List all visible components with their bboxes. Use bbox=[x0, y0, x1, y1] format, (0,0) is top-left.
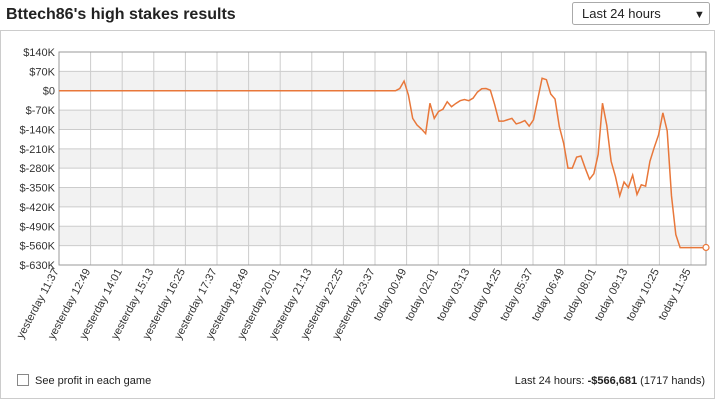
grid-band bbox=[59, 71, 706, 91]
grid-band bbox=[59, 168, 706, 188]
checkbox-label[interactable]: See profit in each game bbox=[35, 375, 151, 387]
dropdown-arrow[interactable]: ▼ bbox=[694, 9, 705, 21]
grid-band bbox=[59, 148, 706, 169]
panel-border bbox=[0, 30, 715, 399]
y-tick-label: $-560K bbox=[20, 241, 56, 253]
grid-band bbox=[59, 129, 706, 149]
x-tick-label: today 10:25 bbox=[624, 267, 662, 323]
x-tick-label: today 00:49 bbox=[372, 267, 410, 323]
end-marker bbox=[702, 243, 710, 252]
grid-band bbox=[59, 206, 706, 227]
x-tick-label: today 03:13 bbox=[435, 267, 473, 323]
grid-band bbox=[59, 90, 706, 111]
range-dropdown[interactable]: Last 24 hours ▼ bbox=[572, 2, 710, 25]
grid-band bbox=[59, 187, 706, 207]
profit-line bbox=[59, 77, 707, 249]
y-tick-label: $140K bbox=[23, 47, 55, 59]
plot-border bbox=[58, 51, 707, 266]
grid-band bbox=[59, 110, 706, 130]
grid-band bbox=[59, 245, 706, 265]
y-tick-label: $-280K bbox=[20, 163, 56, 175]
y-tick-label: $-70K bbox=[26, 105, 56, 117]
y-tick-label: $-420K bbox=[20, 202, 56, 214]
summary: Last 24 hours: -$566,681 (1717 hands) bbox=[515, 375, 705, 387]
y-tick-label: $-630K bbox=[20, 260, 56, 272]
checkbox[interactable] bbox=[17, 374, 29, 386]
x-tick-label: today 08:01 bbox=[561, 267, 599, 323]
plot: $140K $70K $0 $-70K $-140K $-210K $-280K $-350K… bbox=[15, 47, 710, 342]
y-tick-label: $0 bbox=[43, 86, 55, 98]
summary-hands: (1717 hands) bbox=[640, 375, 705, 387]
title: Bttech86's high stakes results bbox=[6, 6, 236, 23]
y-tick-label: $-210K bbox=[20, 144, 56, 156]
x-tick-label: today 11:35 bbox=[656, 267, 693, 323]
x-tick-label: today 06:49 bbox=[530, 267, 568, 323]
dropdown-box[interactable] bbox=[572, 2, 710, 25]
y-tick-label: $70K bbox=[29, 66, 55, 78]
grid-band bbox=[59, 226, 706, 246]
y-tick-label: $-490K bbox=[20, 221, 56, 233]
dropdown-text[interactable]: Last 24 hours bbox=[582, 6, 661, 21]
summary-value: -$566,681 bbox=[588, 375, 638, 387]
summary-label: Last 24 hours: bbox=[515, 375, 585, 387]
y-tick-label: $-350K bbox=[20, 183, 56, 195]
grid-band bbox=[59, 52, 706, 72]
x-tick-label: today 05:37 bbox=[498, 267, 536, 323]
x-tick-label: today 04:25 bbox=[466, 267, 504, 323]
x-tick-label: today 09:13 bbox=[593, 267, 631, 323]
y-tick-label: $-140K bbox=[20, 124, 56, 136]
x-tick-label: today 02:01 bbox=[403, 267, 441, 323]
